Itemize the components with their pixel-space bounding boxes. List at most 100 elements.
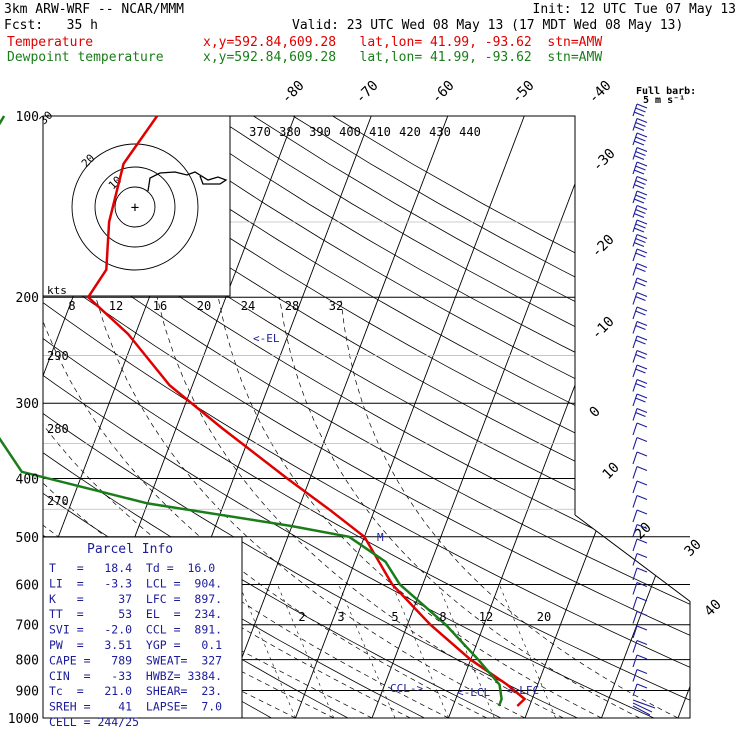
adiabat-label: 290 (47, 349, 69, 363)
moist-adiabat-line (95, 297, 526, 718)
level-marker-label: CCL-> (390, 682, 423, 695)
pressure-tick-label: 200 (16, 291, 39, 306)
dewpoint-legend-location: x,y=592.84,609.28 lat,lon= 41.99, -93.62… (203, 50, 603, 65)
isotherm-label-right: -10 (589, 314, 618, 343)
adiabat-label: 270 (47, 494, 69, 508)
forecast-hour: Fcst: 35 h (4, 18, 98, 33)
level-marker-label: <-EL (253, 332, 280, 345)
wind-barb (632, 320, 648, 334)
wind-barb (632, 407, 648, 421)
isotherm-label-right: 10 (600, 460, 623, 483)
parcel-info-title: Parcel Info (87, 542, 173, 557)
dry-adiabat-line (213, 116, 690, 718)
isotherm-line (601, 116, 690, 718)
theta-e-label: 380 (279, 125, 301, 139)
mixing-ratio-line (338, 584, 396, 718)
isotherm-line (524, 116, 690, 718)
theta-e-label: 370 (249, 125, 271, 139)
wind-barb (632, 335, 648, 349)
wind-barb (632, 639, 648, 653)
parcel-info-row: CIN = -33 HWBZ= 3384. (49, 669, 222, 683)
parcel-info-panel: Parcel Info T = 18.4 Td = 16.0LI = -3.3 L… (42, 536, 243, 729)
pressure-tick-label: 400 (16, 472, 39, 487)
wind-barb (632, 248, 648, 262)
temperature-legend-location: x,y=592.84,609.28 lat,lon= 41.99, -93.62… (203, 35, 603, 50)
isotherm-label-right: 40 (702, 597, 725, 620)
wind-barb (632, 175, 648, 190)
pressure-tick-label: 900 (16, 684, 39, 699)
pressure-tick-label: 700 (16, 619, 39, 634)
wind-barb (632, 581, 648, 595)
wind-barb (632, 349, 648, 363)
mixing-ratio-line (238, 584, 296, 718)
mixing-ratio-label: 8 (439, 610, 446, 624)
level-marker-label: <-LCL (457, 686, 490, 699)
mixing-ratio-label: 5 (391, 610, 398, 624)
theta-e-label: 390 (309, 125, 331, 139)
wind-barb (632, 233, 648, 248)
theta-e-label: 410 (369, 125, 391, 139)
level-marker-label: <-LFC (506, 684, 539, 697)
valid-time: Valid: 23 UTC Wed 08 May 13 (17 MDT Wed … (292, 18, 684, 33)
wind-barb (632, 378, 648, 392)
wind-barb (632, 523, 648, 537)
dry-adiabat-line (173, 116, 690, 718)
mixing-ratio-label: 12 (479, 610, 493, 624)
isotherm-line (448, 116, 678, 718)
mixing-ratio-line (277, 584, 335, 718)
wind-barb (632, 190, 648, 204)
theta-e-label: 420 (399, 125, 421, 139)
wind-barb (632, 204, 648, 219)
profiles-layer (0, 115, 527, 707)
mixing-ratio-line (437, 584, 495, 718)
wind-barb (632, 277, 648, 291)
temperature-legend-label: Temperature (7, 35, 94, 50)
dry-adiabat-line (332, 116, 690, 718)
hodograph-speed-label: 20 (197, 299, 211, 313)
wind-barb (632, 132, 648, 146)
wind-barbs: Full barb:5 m s⁻¹ (632, 86, 696, 716)
isotherm-label-top: -60 (429, 78, 458, 107)
dewpoint-profile (0, 115, 503, 707)
wind-barb (632, 219, 648, 233)
hodograph-speed-label: 28 (285, 299, 299, 313)
wind-barb (632, 683, 648, 697)
wind-barb (632, 117, 648, 132)
hodograph-trace (147, 171, 228, 192)
full-barb-label: Full barb: (636, 86, 696, 97)
wind-barb (632, 161, 648, 175)
isotherm-line (295, 116, 525, 718)
hodograph-speed-label: 8 (68, 299, 75, 313)
wind-barb (632, 103, 648, 117)
wind-barb (632, 668, 648, 682)
parcel-info-row: CELL = 244/25 (49, 715, 139, 729)
moist-adiabat-line (43, 297, 373, 718)
wind-barb (632, 436, 648, 450)
hodograph-speed-label: 12 (109, 299, 123, 313)
mixing-ratio-label: 20 (537, 610, 551, 624)
wind-barb (632, 262, 648, 276)
wind-barb (632, 654, 648, 668)
pressure-tick-label: 100 (16, 110, 39, 125)
isotherm-line (218, 116, 449, 718)
parcel-info-row: Tc = 21.0 SHEAR= 23. (49, 684, 222, 698)
level-marker-label: M (377, 531, 384, 544)
mixing-ratio-line (391, 584, 449, 718)
hodograph-center-icon: + (131, 200, 139, 216)
hodograph-ring (114, 186, 156, 228)
pressure-tick-label: 800 (16, 654, 39, 669)
pressure-tick-label: 600 (16, 578, 39, 593)
theta-e-label: 400 (339, 125, 361, 139)
parcel-info-row: T = 18.4 Td = 16.0 (49, 561, 215, 575)
isotherm-label-right: -30 (590, 146, 619, 175)
wind-barb (632, 291, 648, 305)
temperature-profile (86, 115, 527, 707)
hodograph-speed-label: 16 (153, 299, 167, 313)
wind-barb (632, 364, 648, 378)
parcel-info-row: K = 37 LFC = 897. (49, 592, 222, 606)
parcel-info-row: CAPE = 789 SWEAT= 327 (49, 653, 222, 667)
wind-barb (632, 146, 648, 161)
theta-e-label: 430 (429, 125, 451, 139)
